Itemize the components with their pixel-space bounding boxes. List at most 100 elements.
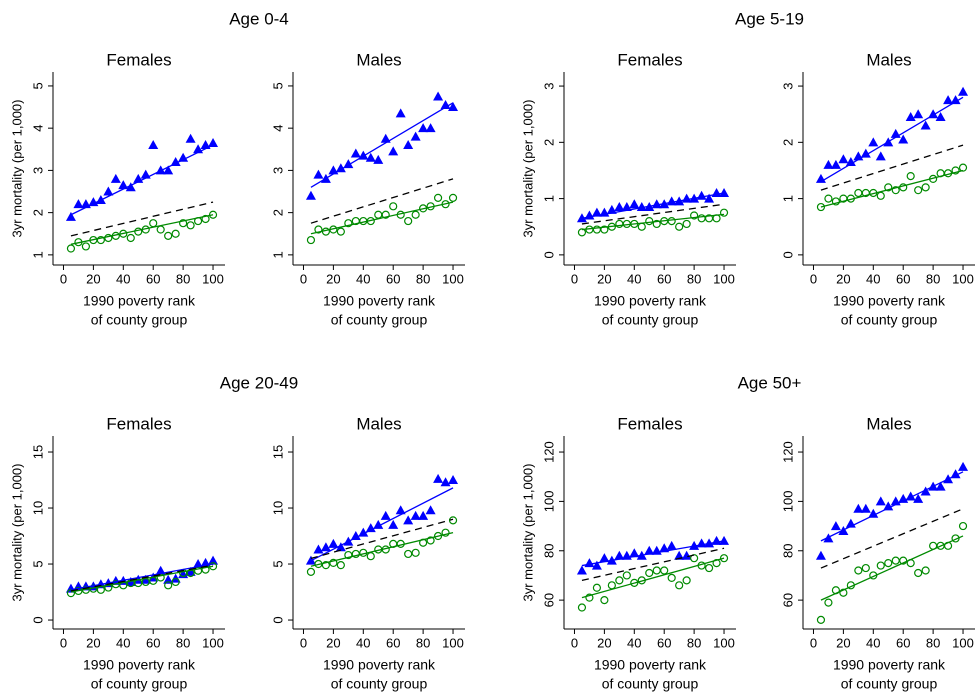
- triangle-point: [719, 535, 730, 545]
- circle-point: [306, 235, 316, 245]
- y-tick-label: 5: [30, 82, 45, 89]
- circle-point: [667, 573, 676, 583]
- panel-title: Females: [106, 414, 171, 433]
- circle-point: [854, 188, 863, 198]
- triangle-point: [208, 137, 219, 147]
- x-tick-label: 80: [416, 635, 430, 650]
- y-tick-label: 5: [270, 82, 285, 89]
- triangle-point: [621, 202, 632, 212]
- circle-point: [675, 581, 684, 590]
- x-tick-label: 100: [713, 635, 735, 650]
- panel-title: Females: [106, 50, 171, 69]
- circle-point: [637, 222, 646, 231]
- x-tick-label: 0: [60, 271, 67, 286]
- fit-line: [820, 471, 964, 542]
- circle-point: [839, 588, 848, 597]
- y-tick-label: 4: [270, 125, 285, 132]
- triangle-point: [868, 137, 879, 147]
- circle-point: [186, 221, 195, 230]
- x-tick-label: 40: [866, 635, 880, 650]
- triangle-point: [410, 510, 421, 520]
- x-tick-label: 20: [836, 635, 850, 650]
- circle-point: [690, 554, 699, 563]
- x-tick-label: 80: [416, 271, 430, 286]
- circle-point: [958, 163, 968, 172]
- x-tick-label: 60: [386, 635, 400, 650]
- triangle-point: [935, 112, 946, 122]
- x-axis-label: of county group: [91, 312, 188, 328]
- circle-point: [441, 528, 450, 537]
- y-tick-label: 10: [30, 501, 45, 515]
- x-tick-label: 60: [146, 635, 160, 650]
- circle-point: [404, 549, 413, 559]
- x-tick-label: 80: [176, 271, 190, 286]
- circle-point: [921, 566, 930, 575]
- fit-line: [310, 102, 454, 188]
- circle-point: [321, 561, 331, 570]
- triangle-point: [73, 199, 84, 209]
- circle-point: [675, 222, 684, 231]
- triangle-point: [576, 565, 587, 575]
- triangle-point: [860, 503, 871, 513]
- x-axis-label: 1990 poverty rank: [833, 293, 946, 309]
- circle-point: [448, 193, 458, 202]
- triangle-point: [704, 193, 715, 203]
- fit-line: [70, 201, 214, 237]
- triangle-point: [830, 159, 841, 169]
- x-axis-label: 1990 poverty rank: [83, 293, 196, 309]
- circle-point: [600, 596, 609, 605]
- x-tick-label: 0: [810, 635, 817, 650]
- triangle-point: [313, 169, 324, 179]
- x-tick-label: 0: [571, 271, 578, 286]
- triangle-point: [178, 152, 189, 162]
- triangle-point: [163, 165, 174, 175]
- triangle-point: [920, 120, 931, 130]
- x-tick-label: 40: [356, 635, 370, 650]
- panel-title: Males: [866, 414, 911, 433]
- circle-point: [329, 558, 338, 568]
- triangle-point: [913, 493, 924, 503]
- fit-line: [581, 213, 725, 231]
- circle-point: [622, 571, 631, 580]
- circle-point: [854, 566, 863, 575]
- triangle-point: [350, 148, 361, 158]
- triangle-point: [905, 112, 916, 122]
- circle-point: [645, 568, 654, 578]
- circle-point: [164, 231, 173, 240]
- y-tick-label: 10: [270, 501, 285, 515]
- triangle-point: [118, 180, 129, 190]
- x-axis-label: of county group: [91, 676, 188, 692]
- y-tick-label: 60: [780, 593, 795, 607]
- triangle-point: [719, 187, 730, 197]
- circle-point: [171, 229, 180, 238]
- circle-point: [891, 556, 900, 565]
- circle-point: [824, 194, 833, 203]
- triangle-point: [170, 156, 181, 166]
- x-tick-label: 40: [627, 635, 641, 650]
- triangle-point: [365, 152, 376, 162]
- circle-point: [344, 550, 353, 560]
- triangle-point: [958, 461, 969, 471]
- triangle-point: [636, 202, 647, 212]
- circle-point: [96, 235, 105, 245]
- fit-line: [820, 96, 964, 183]
- x-tick-label: 100: [713, 271, 735, 286]
- fit-line: [820, 535, 964, 601]
- circle-point: [592, 583, 602, 592]
- triangle-point: [395, 108, 406, 118]
- y-tick-label: 0: [541, 251, 556, 258]
- triangle-point: [696, 190, 707, 200]
- y-tick-label: 120: [541, 441, 556, 463]
- triangle-point: [380, 133, 391, 143]
- x-axis-label: of county group: [602, 312, 699, 328]
- y-tick-label: 15: [270, 445, 285, 459]
- x-tick-label: 100: [952, 271, 974, 286]
- panel-title: Males: [356, 414, 401, 433]
- x-axis-label: of county group: [331, 312, 428, 328]
- circle-point: [667, 217, 676, 226]
- x-tick-label: 100: [442, 271, 464, 286]
- triangle-point: [659, 543, 670, 553]
- triangle-point: [140, 169, 151, 179]
- triangle-point: [208, 555, 219, 565]
